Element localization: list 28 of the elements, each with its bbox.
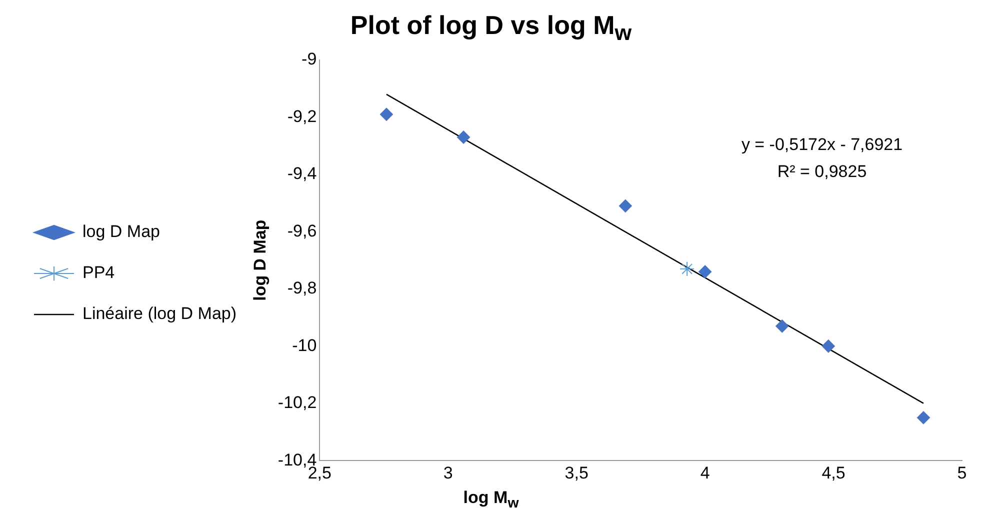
point: [916, 411, 930, 424]
point: [680, 261, 695, 276]
x-tick-label: 4: [700, 463, 710, 482]
point: [698, 265, 712, 278]
point: [618, 199, 632, 212]
x-tick-label: 4,5: [822, 463, 846, 482]
annotation: y = -0,5172x - 7,6921: [741, 135, 903, 154]
x-axis-title: log M$_{w}$: [462, 488, 520, 512]
point: [457, 130, 470, 144]
x-tick-label: 3,5: [564, 463, 588, 482]
legend-label: Linéaire (log D Map): [82, 304, 237, 324]
y-tick-label: -9,2: [287, 106, 317, 126]
legend-label: PP4: [82, 263, 115, 282]
y-tick-label: -9: [302, 50, 317, 69]
y-tick-label: -9,6: [287, 221, 317, 240]
y-axis-title: log D Map: [250, 220, 270, 301]
y-tick-label: -10,2: [278, 393, 317, 412]
y-tick-label: -10: [292, 336, 317, 355]
point: [822, 340, 835, 353]
point: [776, 320, 789, 333]
annotation: R² = 0,9825: [777, 162, 867, 181]
y-tick-label: -9,4: [287, 164, 317, 184]
x-tick-label: 3: [443, 463, 453, 482]
y-tick-label: -9,8: [287, 278, 317, 298]
legend-label: log D Map: [82, 222, 160, 242]
point: [380, 108, 393, 121]
x-tick-label: 5: [957, 463, 967, 482]
chart-title: Plot of log D vs log M$_{w}$: [349, 10, 633, 46]
